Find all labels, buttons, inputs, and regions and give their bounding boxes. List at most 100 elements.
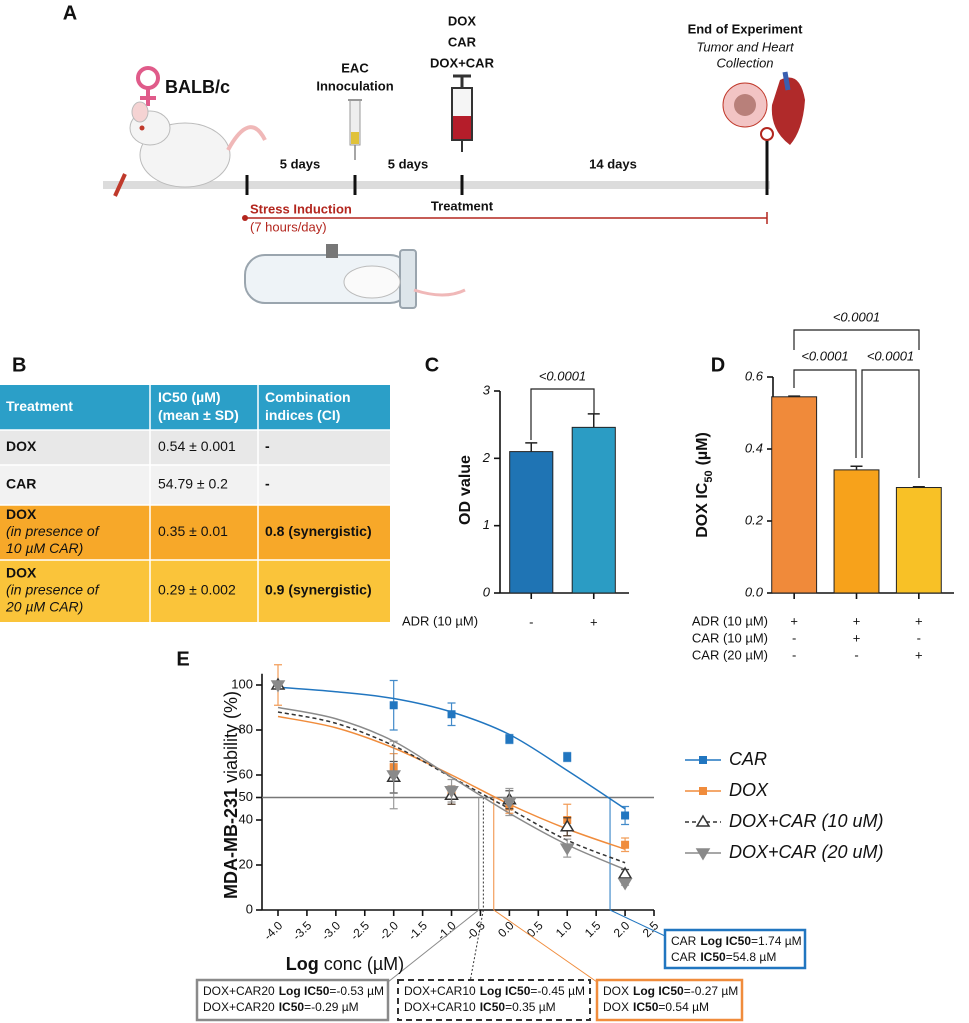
box-prefix: CAR [671, 950, 697, 964]
y-axis-label: OD value [457, 455, 474, 525]
box-prefix: CAR [671, 934, 697, 948]
bar [895, 487, 942, 594]
condition-sign: - [792, 630, 796, 645]
error-bar [788, 395, 801, 397]
box-key: IC50 [480, 1000, 506, 1014]
condition-sign: + [915, 647, 923, 662]
legend-label: DOX+CAR (10 uM) [729, 811, 884, 831]
y-tick-label: 80 [239, 721, 253, 736]
significance-label: <0.0001 [539, 368, 586, 383]
box-value: =-0.45 µM [530, 984, 585, 998]
ic50-box [595, 978, 744, 1022]
y-tick-label: 20 [239, 856, 253, 871]
table-header-text: Treatment [6, 398, 73, 414]
data-point [447, 710, 456, 719]
y-tick-label: 1 [483, 517, 490, 532]
legend-marker [699, 787, 707, 795]
significance-bracket [530, 388, 595, 440]
ci-value: 0.8 (synergistic) [265, 523, 372, 539]
data-point [389, 701, 398, 710]
data-point [559, 843, 575, 856]
box-prefix: DOX+CAR10 [404, 1000, 476, 1014]
y-tick-label: 2 [482, 450, 491, 465]
y-axis-label-part: MDA-MB-231 [221, 788, 241, 899]
x-tick-label: -4.0 [261, 918, 286, 943]
box-key: IC50 [700, 950, 726, 964]
x-axis-label-part: conc (µM) [324, 954, 404, 974]
significance-label: <0.0001 [867, 348, 914, 363]
x-tick-label: -0.5 [463, 918, 488, 943]
ic50-value: 54.79 ± 0.2 [158, 476, 228, 492]
end-label: End of Experiment [688, 21, 804, 36]
x-tick-label: -1.0 [434, 918, 459, 943]
panel-label: D [711, 354, 725, 376]
data-point [559, 819, 575, 832]
condition-name: CAR (10 µM) [692, 630, 768, 645]
treatment-label: Treatment [431, 198, 494, 213]
data-point [617, 878, 633, 891]
error-bar [912, 486, 925, 488]
box-prefix: DOX [603, 984, 629, 998]
ci-value: 0.9 (synergistic) [265, 582, 372, 598]
y-tick-label: 0.0 [745, 584, 764, 599]
box-prefix: DOX+CAR20 [203, 1000, 275, 1014]
stress-label: Stress Induction [250, 201, 352, 216]
y-axis-label-part: OD [457, 501, 474, 525]
collection-label: Tumor and Heart [696, 39, 795, 54]
legend-label: DOX+CAR (20 uM) [729, 842, 884, 862]
box-value: =54.8 µM [726, 950, 777, 964]
data-point [617, 866, 633, 879]
ic50-box-text: DOX Log IC50=-0.27 µM [603, 984, 738, 998]
y-tick-label: 0 [246, 901, 253, 916]
interval: 5 days [388, 156, 428, 171]
condition-sign: - [917, 630, 921, 645]
y-tick-label: 0 [483, 584, 491, 599]
y-tick-label: 60 [239, 766, 253, 781]
table-row [0, 430, 390, 465]
treatment-name: DOX [6, 565, 37, 581]
data-point [563, 753, 572, 761]
legend-marker [699, 756, 707, 764]
significance-bracket [793, 369, 857, 458]
condition-sign: - [854, 647, 858, 662]
y-axis-label-part: (µM) [694, 432, 711, 465]
y-tick-label: 3 [483, 382, 491, 397]
treatment-note: (in presence of [6, 523, 101, 539]
y-tick-label: 0.2 [745, 512, 764, 527]
box-prefix: DOX [603, 1000, 629, 1014]
box-value: =1.74 µM [751, 934, 802, 948]
box-key: IC50 [633, 1000, 659, 1014]
box-prefix: DOX+CAR10 [404, 984, 476, 998]
box-key: Log IC50 [700, 934, 751, 948]
x-axis-label: Log conc (µM) [286, 954, 404, 974]
interval: 5 days [280, 156, 320, 171]
treatment-note: 10 µM CAR) [6, 540, 83, 556]
timeline-art [103, 66, 805, 309]
table-header [0, 385, 390, 430]
y-tick-label: 0.6 [745, 368, 764, 383]
condition-name: ADR (10 µM) [692, 613, 768, 628]
panel-label: B [12, 354, 26, 376]
y-tick-label: 50 [239, 789, 253, 804]
x-axis-label-part: Log [286, 954, 319, 974]
y-tick-label: 100 [231, 676, 253, 691]
ic50-box-text: CAR Log IC50=1.74 µM [671, 934, 802, 948]
legend-marker [695, 848, 711, 861]
panel-label: E [176, 648, 189, 670]
interval: 14 days [589, 156, 637, 171]
error-bar [850, 465, 863, 470]
x-tick-label: -2.5 [348, 918, 373, 943]
table-header-text: indices (CI) [265, 407, 340, 423]
table-row [0, 505, 390, 560]
box-connector [609, 909, 666, 937]
x-tick-label: -2.0 [377, 918, 402, 943]
condition-sign: + [790, 613, 798, 628]
legend-marker [695, 814, 711, 827]
box-value: =-0.29 µM [304, 1000, 359, 1014]
data-point [270, 680, 286, 693]
box-value: =0.35 µM [505, 1000, 556, 1014]
y-tick-label: 0.4 [745, 440, 763, 455]
ic50-value: 0.35 ± 0.01 [158, 523, 228, 539]
strain: BALB/c [165, 77, 230, 97]
ic50-box-text: DOX+CAR20 Log IC50=-0.53 µM [203, 984, 384, 998]
